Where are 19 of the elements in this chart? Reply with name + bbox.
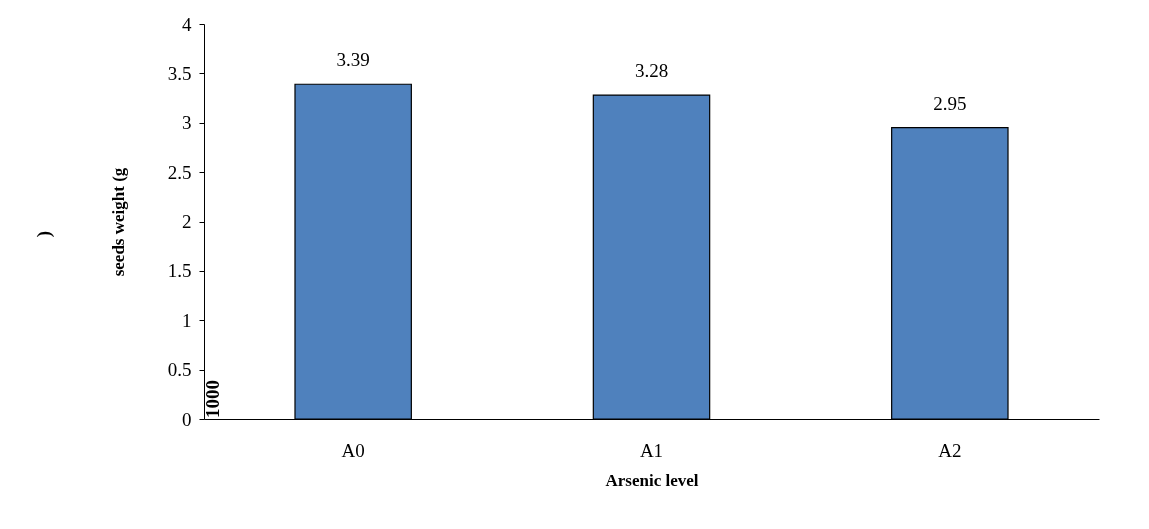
y-tick-label: 3: [182, 112, 192, 134]
x-axis-title: Arsenic level: [605, 470, 699, 490]
y-tick-label: 0.5: [167, 359, 192, 381]
y-tick-label: 4: [182, 13, 192, 35]
y-tick-label: 0: [182, 408, 192, 430]
data-label: 3.39: [336, 49, 370, 71]
text: ): [33, 230, 55, 238]
x-tick-label: A0: [341, 439, 365, 461]
annotation: 1000: [202, 380, 223, 418]
data-label: 2.95: [933, 92, 967, 114]
y-tick-label: 1: [182, 309, 192, 331]
x-tick-label: A2: [938, 439, 962, 461]
y-tick-label: 3.5: [167, 62, 192, 84]
x-tick-label: A1: [639, 439, 664, 461]
y-tick-label: 2.5: [167, 161, 192, 183]
data-label: 3.28: [634, 60, 669, 82]
y-tick-label: 1.5: [167, 260, 192, 282]
y-tick-label: 2: [182, 211, 192, 232]
y-axis-title: seeds weight (g: [108, 167, 128, 277]
